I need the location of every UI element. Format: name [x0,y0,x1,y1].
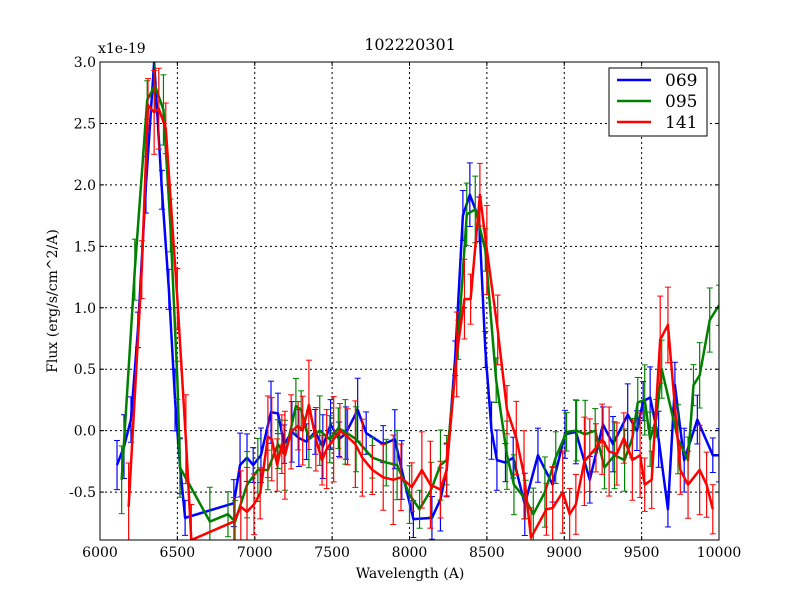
x-tick-label: 10000 [697,545,742,561]
x-tick-label: 7500 [314,545,350,561]
x-tick-label: 6500 [160,545,196,561]
y-tick-label: 2.0 [74,178,96,194]
x-tick-label: 9500 [624,545,660,561]
x-tick-label: 6000 [82,545,118,561]
ticks: 6000 6500 7000 7500 8000 8500 9000 9500 10000 -0.… [69,55,741,561]
plot-background [100,62,719,540]
y-tick-label: 3.0 [74,55,96,71]
y-tick-label: 1.5 [74,239,96,255]
series-group [114,62,719,540]
legend-label: 069 [665,71,697,91]
x-tick-label: 8000 [392,545,428,561]
chart-title: 102220301 [364,35,456,54]
x-axis-label: Wavelength (A) [356,566,465,582]
y-tick-label: 0.5 [74,362,96,378]
x-tick-label: 8500 [469,545,505,561]
y-tick-label: -0.5 [69,485,96,501]
y-tick-label: 1.0 [74,301,96,317]
legend-label: 095 [665,92,697,112]
y-offset-label: x1e-19 [98,41,146,57]
legend-label: 141 [665,113,697,133]
series-line-141 [127,103,715,540]
y-tick-label: 2.5 [74,116,96,132]
series-141 [125,67,716,540]
y-tick-label: 0.0 [74,424,96,440]
y-axis-label: Flux (erg/s/cm^2/A) [45,229,61,373]
x-tick-label: 9000 [546,545,582,561]
x-tick-label: 7000 [237,545,273,561]
